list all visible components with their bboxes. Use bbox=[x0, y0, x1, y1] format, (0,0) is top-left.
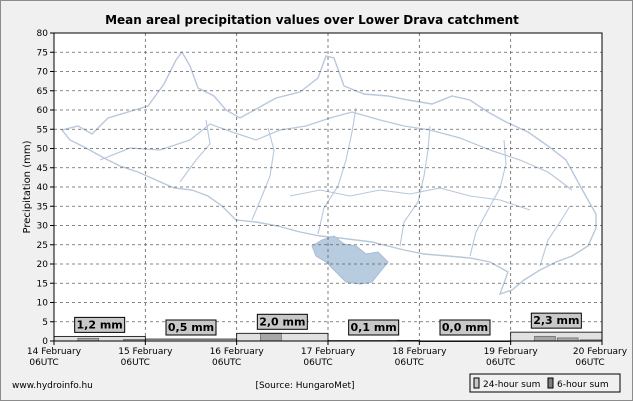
chart-title: Mean areal precipitation values over Low… bbox=[105, 13, 519, 27]
daily-value-box bbox=[348, 319, 400, 336]
x-tick-time: 06UTC bbox=[486, 358, 515, 368]
y-tick-label: 70 bbox=[37, 68, 49, 78]
y-axis-label: Precipitation (mm) bbox=[22, 140, 33, 233]
x-tick-day: 20 February bbox=[573, 347, 628, 357]
y-tick-label: 0 bbox=[42, 337, 48, 347]
x-tick-day: 14 February bbox=[27, 347, 82, 357]
y-tick-label: 25 bbox=[37, 241, 48, 251]
y-tick-label: 80 bbox=[37, 29, 49, 39]
source-credit: [Source: HungaroMet] bbox=[255, 381, 354, 391]
x-tick-time: 06UTC bbox=[575, 358, 604, 368]
daily-value-box bbox=[530, 312, 582, 329]
x-tick-day: 19 February bbox=[484, 347, 539, 357]
y-tick-label: 55 bbox=[37, 125, 48, 135]
daily-bar bbox=[510, 331, 603, 342]
daily-value-label: 2,0 mm bbox=[259, 315, 305, 328]
y-tick-label: 50 bbox=[37, 145, 49, 155]
y-tick-label: 65 bbox=[37, 87, 48, 97]
daily-value-box bbox=[256, 313, 308, 330]
x-tick-day: 17 February bbox=[301, 347, 356, 357]
x-tick-time: 06UTC bbox=[303, 358, 332, 368]
daily-labels: 1,2 mm 0,5 mm 2,0 mm 0,1 mm 0,0 mm 2,3 mm bbox=[74, 312, 582, 336]
x-tick-day: 15 February bbox=[118, 347, 173, 357]
daily-value-label: 0,1 mm bbox=[351, 321, 397, 334]
legend-label-24h: 24-hour sum bbox=[483, 380, 540, 390]
x-tick-time: 06UTC bbox=[121, 358, 150, 368]
y-tick-label: 40 bbox=[37, 183, 49, 193]
daily-value-label: 0,0 mm bbox=[442, 321, 488, 334]
daily-value-label: 0,5 mm bbox=[168, 321, 214, 334]
x-tick-time: 06UTC bbox=[212, 358, 241, 368]
legend-swatch-6h bbox=[547, 377, 554, 389]
daily-value-label: 1,2 mm bbox=[77, 318, 123, 331]
legend-box bbox=[469, 373, 621, 393]
daily-value-box bbox=[165, 319, 217, 336]
y-tick-label: 15 bbox=[37, 279, 48, 289]
y-tick-label: 20 bbox=[37, 260, 49, 270]
y-tick-label: 75 bbox=[37, 48, 48, 58]
x-tick-day: 18 February bbox=[392, 347, 447, 357]
x-tick-time: 06UTC bbox=[29, 358, 58, 368]
legend-label-6h: 6-hour sum bbox=[557, 380, 609, 390]
y-tick-label: 10 bbox=[37, 299, 49, 309]
x-tick-time: 06UTC bbox=[395, 358, 424, 368]
x-tick-day: 16 February bbox=[210, 347, 265, 357]
y-tick-label: 60 bbox=[37, 106, 49, 116]
daily-value-box bbox=[439, 319, 491, 336]
y-tick-label: 35 bbox=[37, 202, 48, 212]
y-tick-label: 45 bbox=[37, 164, 48, 174]
legend-swatch-24h bbox=[473, 377, 480, 389]
y-tick-label: 30 bbox=[37, 222, 49, 232]
daily-value-label: 2,3 mm bbox=[533, 314, 579, 327]
catchment-map bbox=[60, 50, 597, 296]
daily-bar bbox=[236, 332, 329, 342]
daily-value-box bbox=[74, 316, 126, 333]
legend: 24-hour sum 6-hour sum bbox=[469, 373, 621, 393]
daily-bar bbox=[53, 335, 146, 342]
grid-lines bbox=[54, 33, 602, 341]
site-credit: www.hydroinfo.hu bbox=[12, 381, 93, 391]
y-axis: 0 5 10 15 20 25 30 35 40 45 50 55 60 65 70 75 80 bbox=[37, 29, 54, 347]
y-tick-label: 5 bbox=[42, 318, 48, 328]
